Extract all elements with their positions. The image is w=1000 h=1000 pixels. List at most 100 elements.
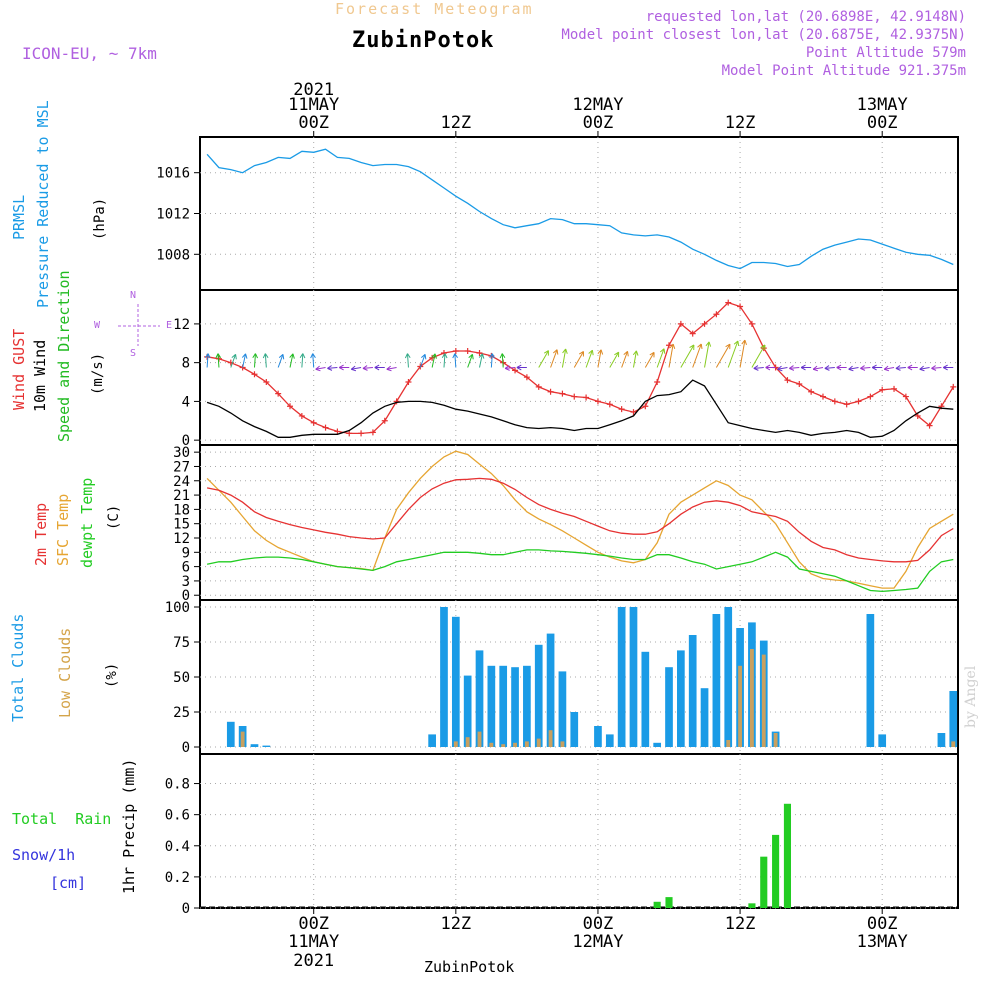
gust-marker xyxy=(369,429,376,436)
total-cloud-bar xyxy=(558,671,567,747)
wind-arrowhead xyxy=(499,353,506,359)
wind-arrowhead xyxy=(824,365,830,371)
wind-arrow xyxy=(431,353,436,368)
gust-marker xyxy=(393,398,400,405)
low-cloud-bar xyxy=(773,733,778,747)
gust-marker xyxy=(843,401,850,408)
wind-arrowhead xyxy=(812,365,819,372)
total-cloud-bar xyxy=(463,675,472,747)
wind-arrowhead xyxy=(669,343,676,349)
wind-arrowhead xyxy=(468,353,474,360)
wind-arrowhead xyxy=(299,353,306,359)
wind-arrowhead xyxy=(760,344,766,350)
wind-arrowhead xyxy=(578,351,585,357)
wind-arrow xyxy=(715,343,731,368)
wind-arrow xyxy=(824,367,835,369)
model-altitude: Model Point Altitude 921.375m xyxy=(721,63,966,79)
low-cloud-bar xyxy=(951,741,956,747)
y-tick-label: 0 xyxy=(182,901,190,917)
wind-arrow xyxy=(884,367,895,370)
gust-marker xyxy=(808,388,815,395)
y-tick-label: 4 xyxy=(182,394,190,410)
low-cloud-bar xyxy=(513,742,517,747)
gust-marker xyxy=(654,379,661,386)
low-cloud-bar xyxy=(465,737,470,747)
gust-marker xyxy=(298,412,305,419)
y-tick-label: 12 xyxy=(173,317,190,333)
sfc-temp-line xyxy=(206,450,954,589)
closest-coords: Model point closest lon,lat (20.6875E, 4… xyxy=(561,27,966,43)
gust-marker xyxy=(831,398,838,405)
top-date-label: 13MAY xyxy=(857,95,908,115)
y-tick-label: 0.2 xyxy=(165,870,190,886)
wind-arrowhead xyxy=(733,340,740,347)
y-tick-label: 1016 xyxy=(156,166,190,182)
total-cloud-bar xyxy=(546,633,555,747)
wind-arrow xyxy=(680,344,695,368)
total-cloud-bar xyxy=(866,614,875,747)
wind-arrowhead xyxy=(741,339,747,346)
total-cloud-bar xyxy=(499,665,508,747)
wind-arrowhead xyxy=(789,365,795,371)
wind-arrowhead xyxy=(725,343,731,350)
footer-location: ZubinPotok xyxy=(424,958,515,976)
wind-arrowhead xyxy=(895,365,901,371)
y-tick-label: 12 xyxy=(173,531,190,547)
wind-arrowhead xyxy=(431,353,437,359)
wind-arrowhead xyxy=(315,365,321,372)
pressure-line xyxy=(206,148,954,270)
wind-arrowhead xyxy=(310,353,316,359)
wind-arrowhead xyxy=(931,365,937,371)
requested-coords: requested lon,lat (20.6898E, 42.9148N) xyxy=(645,9,966,25)
wind-arrow xyxy=(454,353,457,368)
wind-arrowhead xyxy=(504,365,510,371)
wind-arrow xyxy=(315,367,326,370)
y-tick-label: 24 xyxy=(173,474,190,490)
gust-marker xyxy=(547,388,554,395)
wind-arrowhead xyxy=(404,353,411,359)
top-hour-label: 00Z xyxy=(583,113,614,133)
wind-arrow xyxy=(644,352,655,368)
wind-arrowhead xyxy=(907,364,913,371)
rain-bar xyxy=(665,897,673,908)
top-hour-label: 00Z xyxy=(298,113,329,133)
gust-marker xyxy=(381,417,388,424)
low-cloud-bar xyxy=(501,744,506,747)
wind-arrow xyxy=(419,354,426,368)
total-cloud-bar xyxy=(262,745,271,747)
wind-arrow xyxy=(668,343,674,368)
low-cloud-bar xyxy=(749,649,754,747)
wind-arrow xyxy=(848,367,859,370)
gust-marker xyxy=(535,383,542,390)
wind-arrow xyxy=(573,351,584,368)
wind-line xyxy=(206,379,954,438)
gust-marker xyxy=(677,320,684,327)
bottom-date-label: 11MAY xyxy=(288,932,339,952)
wind-arrowhead xyxy=(289,353,295,359)
wind-arrow xyxy=(753,367,764,369)
wind-arrow xyxy=(289,353,294,368)
wind-arrow xyxy=(490,353,493,368)
wind-arrow xyxy=(895,367,906,369)
gust-marker xyxy=(310,419,317,426)
wind-arrow xyxy=(704,341,710,368)
bottom-hour-label: 00Z xyxy=(298,914,329,934)
wind-arrowhead xyxy=(441,353,448,359)
y-tick-label: 50 xyxy=(173,670,190,686)
bottom-year-label: 2021 xyxy=(293,951,334,971)
compass-w: W xyxy=(94,320,101,331)
gust-marker xyxy=(618,406,625,413)
wind-arrow xyxy=(242,353,247,368)
wind-arrow xyxy=(230,354,237,368)
gust-marker xyxy=(559,390,566,397)
y-tick-label: 8 xyxy=(182,356,190,372)
bottom-hour-label: 12Z xyxy=(725,914,756,934)
total-cloud-bar xyxy=(653,742,662,747)
y-tick-label: 0 xyxy=(182,433,190,449)
y-tick-label: 0 xyxy=(182,740,190,756)
wind-arrow xyxy=(621,351,628,368)
gust-marker xyxy=(950,383,957,390)
wind-arrowhead xyxy=(420,353,427,360)
wind-arrowhead xyxy=(231,353,237,360)
wind-arrow xyxy=(301,353,304,368)
